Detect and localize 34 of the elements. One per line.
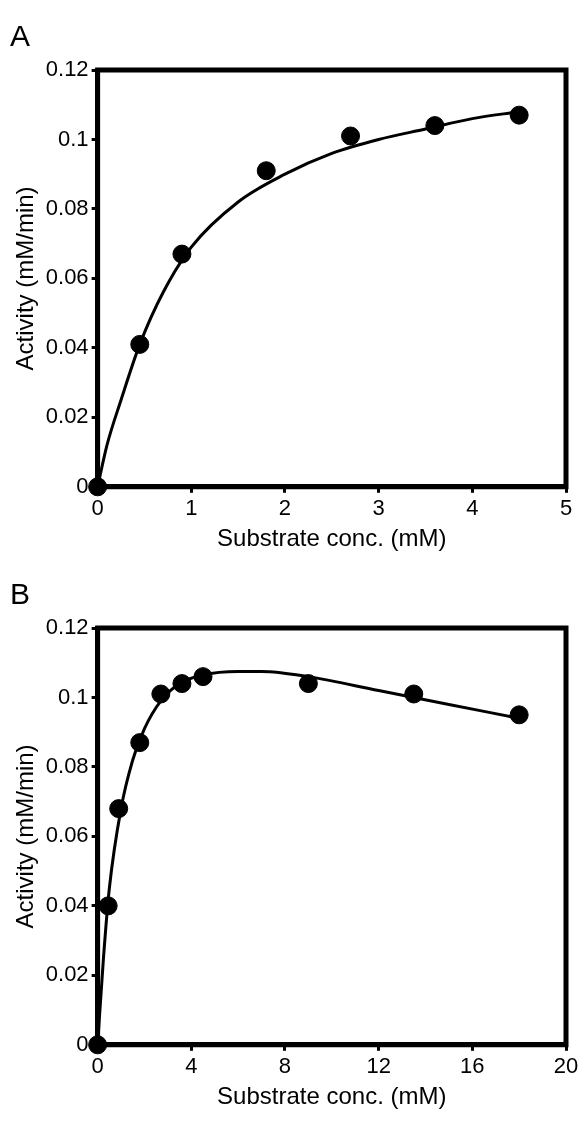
chart-title: B	[10, 577, 31, 611]
y-tick-label: 0.08	[45, 195, 89, 220]
x-tick-label: 8	[278, 1053, 292, 1079]
y-tick-label: 0.04	[45, 333, 89, 359]
y-tick-label: 0.08	[45, 753, 89, 778]
y-axis-title: Activity (mM/min)	[11, 744, 39, 929]
x-tick-label: 5	[559, 495, 573, 521]
x-tick-label: 12	[366, 1053, 391, 1079]
chart-title: A	[10, 19, 31, 53]
y-tick-label: 0.04	[45, 891, 89, 917]
y-axis-title: Activity (mM/min)	[11, 186, 39, 371]
y-tick-label: 0.06	[45, 264, 89, 290]
y-tick-label: 0.06	[45, 822, 89, 848]
x-tick-label: 3	[372, 495, 385, 521]
y-tick-label: 0.12	[45, 56, 89, 82]
y-tick-label: 0	[76, 1030, 89, 1056]
x-tick-label: 2	[278, 495, 292, 521]
y-tick-label: 0	[76, 472, 89, 498]
x-tick-label: 4	[466, 495, 479, 521]
y-tick-label: 0.02	[45, 961, 89, 987]
x-tick-label: 1	[185, 495, 198, 521]
x-axis-title: Substrate conc. (mM)	[217, 1082, 447, 1110]
point	[256, 161, 276, 181]
x-tick-label: 16	[460, 1053, 485, 1079]
y-tick-label: 0.12	[45, 614, 89, 640]
y-tick-label: 0.1	[58, 683, 89, 709]
x-tick-label: 4	[185, 1053, 198, 1079]
point	[341, 126, 361, 146]
point	[509, 105, 529, 125]
y-tick-label: 0.1	[58, 125, 89, 151]
y-tick-label: 0.02	[45, 403, 89, 429]
x-axis-title: Substrate conc. (mM)	[217, 524, 447, 552]
x-tick-label: 20	[553, 1053, 579, 1079]
point	[509, 705, 529, 725]
